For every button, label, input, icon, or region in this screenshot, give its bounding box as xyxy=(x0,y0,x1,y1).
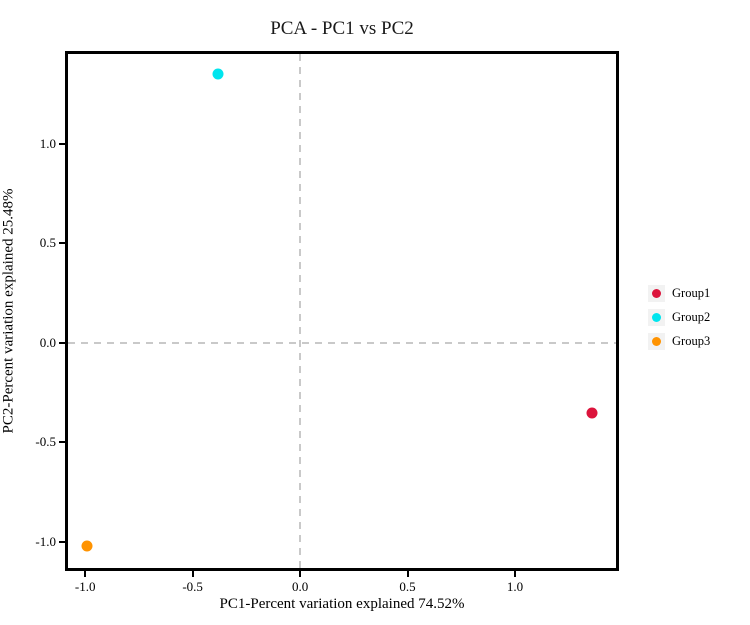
y-axis-label: PC2-Percent variation explained 25.48% xyxy=(0,188,17,434)
legend-label: Group1 xyxy=(672,285,711,300)
x-tick-label: -0.5 xyxy=(182,579,203,594)
legend-dot-group1 xyxy=(652,288,661,298)
reference-line-y0 xyxy=(68,341,616,344)
data-point-group3 xyxy=(81,540,93,552)
chart-title: PCA - PC1 vs PC2 xyxy=(270,18,414,39)
y-tick-label: 1.0 xyxy=(39,135,56,151)
x-tick-label: 1.0 xyxy=(506,579,524,594)
data-point-group1 xyxy=(586,407,598,419)
x-tick-mark xyxy=(299,571,302,577)
legend-key xyxy=(648,284,665,302)
x-tick-mark xyxy=(191,571,194,577)
legend-item-group2: Group2 xyxy=(648,305,710,329)
legend-dot-group2 xyxy=(652,312,661,322)
legend-key xyxy=(648,308,665,326)
y-tick-label: 0.5 xyxy=(39,235,56,251)
data-point-group2 xyxy=(212,68,224,80)
y-tick-label: -1.0 xyxy=(35,534,56,550)
legend-label: Group3 xyxy=(672,333,711,348)
x-tick-mark xyxy=(84,571,87,577)
legend-item-group3: Group3 xyxy=(648,329,710,353)
y-tick-mark xyxy=(59,341,65,344)
legend-key xyxy=(648,332,665,350)
y-tick-mark xyxy=(59,541,65,544)
x-tick-label: 0.0 xyxy=(291,579,309,594)
y-tick-mark xyxy=(59,142,65,145)
y-tick-label: -0.5 xyxy=(35,434,56,450)
legend-dot-group3 xyxy=(652,336,661,346)
y-tick-label: 0.0 xyxy=(39,334,56,350)
x-tick-label: 0.5 xyxy=(399,579,416,594)
x-tick-mark xyxy=(513,571,516,577)
reference-line-x0 xyxy=(299,54,302,568)
x-axis-label: PC1-Percent variation explained 74.52% xyxy=(219,596,465,612)
legend-item-group1: Group1 xyxy=(648,281,710,305)
legend-label: Group2 xyxy=(672,309,711,324)
x-tick-label: -1.0 xyxy=(74,579,96,594)
legend: Group1 Group2 Group3 xyxy=(648,281,710,353)
y-tick-mark xyxy=(59,242,65,245)
y-tick-mark xyxy=(59,441,65,444)
x-tick-mark xyxy=(406,571,409,577)
plot-border xyxy=(65,51,619,571)
plot-area xyxy=(68,54,616,568)
